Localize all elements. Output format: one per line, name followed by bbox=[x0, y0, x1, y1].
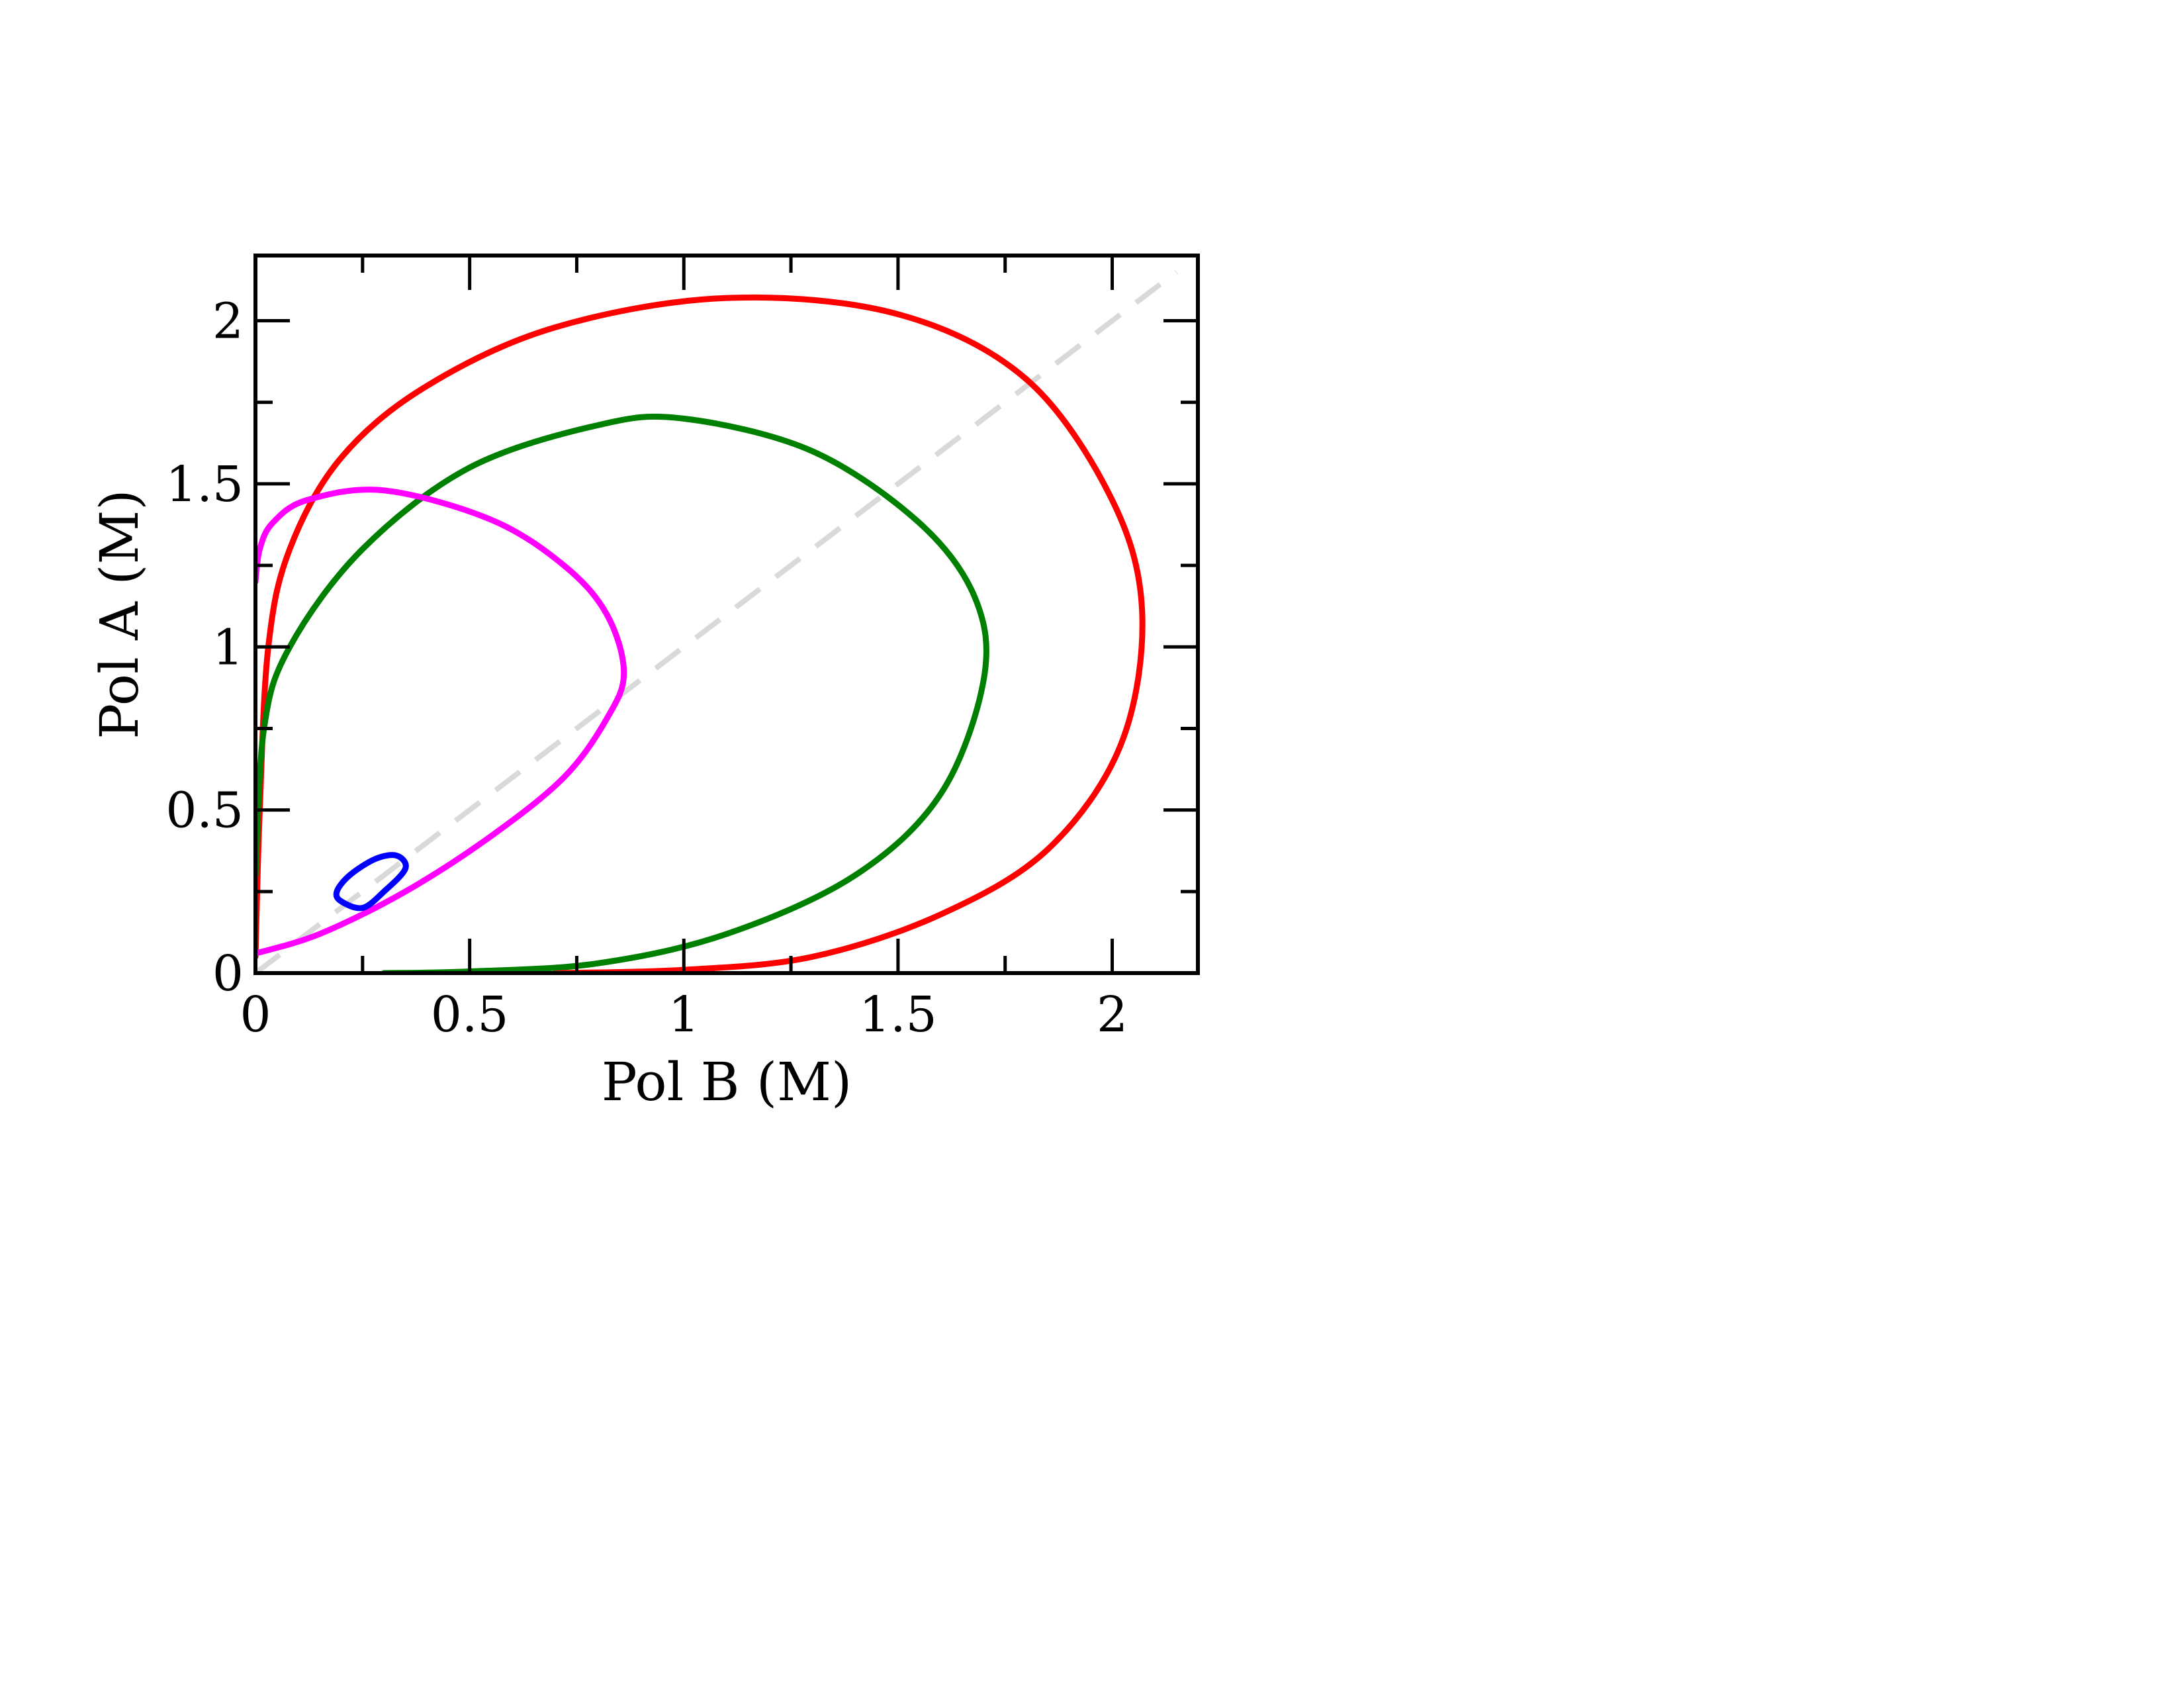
x-tick-label: 0.5 bbox=[431, 986, 509, 1043]
y-tick-label: 1 bbox=[212, 619, 244, 676]
y-tick-label: 0 bbox=[212, 945, 244, 1002]
series-line-4 bbox=[333, 852, 409, 912]
tick-labels: 0 0.5 1 1.5 2 0 0.5 1 1.5 2 bbox=[165, 293, 1128, 1043]
plot-border bbox=[253, 254, 1200, 975]
x-tick-label: 1 bbox=[668, 986, 700, 1043]
series-line-3 bbox=[255, 487, 627, 957]
series-line-1 bbox=[255, 294, 1146, 973]
reference-diagonal-line bbox=[255, 269, 1179, 973]
y-tick-label: 0.5 bbox=[165, 782, 244, 839]
x-tick-label: 1.5 bbox=[859, 986, 937, 1043]
y-tick-label: 2 bbox=[212, 293, 244, 350]
x-tick-label: 0 bbox=[240, 986, 271, 1043]
series-line-2 bbox=[255, 413, 989, 973]
y-axis-label: Pol A (M) bbox=[89, 489, 150, 739]
plot-frame bbox=[253, 254, 1200, 975]
plot-curves bbox=[255, 269, 1179, 973]
x-tick-label: 2 bbox=[1097, 986, 1128, 1043]
x-axis-label: Pol B (M) bbox=[602, 1051, 852, 1113]
axis-ticks bbox=[255, 256, 1198, 973]
y-tick-label: 1.5 bbox=[165, 456, 244, 513]
